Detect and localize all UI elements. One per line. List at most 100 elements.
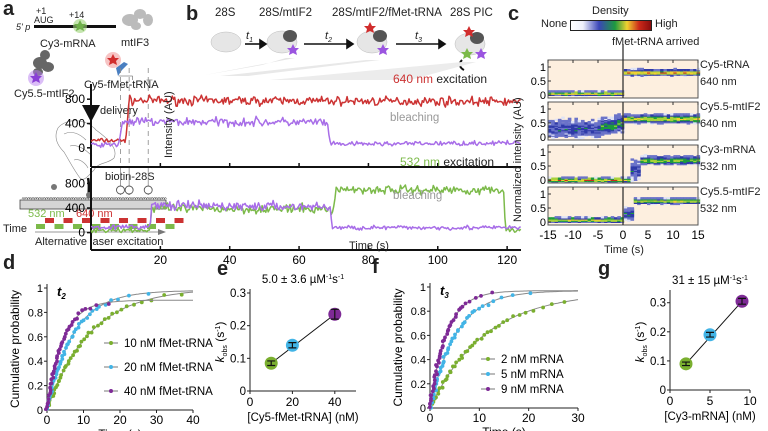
heatmap-cell [683,69,687,72]
data-point [541,305,545,310]
y-tick-label: 0 [420,403,426,415]
data-point [51,375,56,380]
legend-label: 20 nM fMet-tRNA [124,362,213,374]
data-point [64,364,68,368]
heatmap-cell [630,170,635,174]
heatmap-cell [587,177,592,180]
state-28s-pic: 28S PIC [450,7,493,19]
data-point [472,309,477,313]
y-tick-label: 400 [65,201,85,215]
cy55-star-icon [287,44,299,55]
data-point [99,321,104,326]
heatmap-cell [686,201,691,204]
data-point [124,304,129,309]
heatmap-cell [637,197,641,200]
heatmap-cell [650,69,654,72]
heatmap-cell [557,118,562,122]
fit-line [270,313,336,364]
heatmap-cell [597,90,602,93]
peg-strand [136,197,142,200]
y-tick-label: 0 [540,132,546,144]
heatmap-cell [607,217,611,220]
panel-e-chart: 0 0.1 0.2 0.3 0 20 40 [Cy5-fMet-tRNA] (nM) 5.0 ±… [213,274,359,424]
panel-label-a: a [3,0,15,20]
heatmap-cell [666,197,671,200]
panel-f-chart: 00.20.40.60.810102030Time (s)Cumulative … [391,282,585,431]
heatmap-row: 10.50 [531,59,701,102]
data-point [57,365,61,369]
data-point [76,325,81,330]
peg-strand [50,197,56,200]
x-tick-label: 120 [497,253,517,267]
data-point [116,297,120,302]
data-point [132,302,136,307]
data-point [89,330,94,335]
heatmap-cell [693,201,697,204]
bracket [118,75,153,84]
x-tick-label: 0 [620,228,627,242]
heatmap-cell [623,69,628,72]
heatmap-cell [637,177,641,180]
laser-640-pulse [174,218,184,223]
heatmap-cell [561,90,565,93]
heatmap-cell [660,69,664,72]
heatmap-cell [666,201,671,204]
heatmap-cell [587,121,592,124]
b-bottom-bleaching-label: bleaching [393,190,443,202]
heatmap-cell [617,113,621,116]
data-point [54,372,59,377]
heatmap-cell [647,69,651,72]
data-point [493,325,498,330]
heatmap-cell [557,127,562,131]
heatmap-cell [587,133,592,136]
density-colorbar [570,20,652,31]
data-point [76,311,81,316]
x-axis-label: [Cy3-mRNA] (nM) [664,411,756,423]
y-tick-label: 0.2 [411,379,426,391]
peg-strand [129,197,135,200]
event-circle-icon [116,185,125,195]
heatmap-cell [551,217,555,220]
heatmap-cell [627,69,631,72]
data-point [103,303,108,307]
panel-label-c: c [508,3,520,25]
data-point [434,369,438,374]
data-point [429,393,434,397]
heatmap-cell [564,135,569,138]
heatmap-cell [640,114,644,117]
heatmap-cell [630,158,635,161]
aug-label: AUG [34,15,54,25]
heatmap-cell [594,127,598,131]
data-point [46,397,51,401]
heatmap-cell [590,91,595,94]
heatmap-cell [617,90,621,93]
x-tick-label: -15 [539,228,557,242]
peg-strand [147,197,153,200]
colorbar-title: Density [592,5,629,17]
error-bar [267,360,276,367]
data-point [442,338,446,343]
heatmap-cell [630,218,635,221]
data-point [511,314,515,318]
arrival-label: fMet-tRNA arrived [612,36,700,48]
y-tick-label: 0.6 [28,332,43,344]
data-point [479,294,483,298]
peg-strand [64,197,70,200]
data-point [457,357,462,362]
x-tick-label: 5 [645,228,652,242]
heatmap-row: 10.50 [531,186,701,229]
heatmap-cell [561,216,565,219]
heatmap-cell [647,114,651,117]
data-point [456,328,460,332]
data-point [109,298,113,302]
heatmap-cell [610,90,615,93]
data-point [465,349,470,353]
heatmap-cell [630,179,635,183]
heatmap-cell [561,127,565,131]
data-point [505,318,510,323]
heatmap-cell [548,91,552,94]
cy3-mrna-label: Cy3-mRNA [40,38,96,50]
x-tick-label: 20 [522,411,536,425]
data-point [62,335,67,339]
laser-640-pulse [137,218,147,223]
